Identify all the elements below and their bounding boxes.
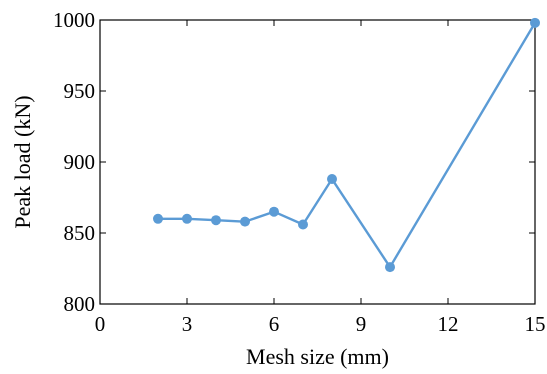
x-tick-label: 3 bbox=[182, 312, 193, 336]
x-tick-label: 12 bbox=[438, 312, 459, 336]
y-tick-labels: 800 850 900 950 1000 bbox=[53, 8, 95, 316]
y-tick-label: 800 bbox=[64, 292, 96, 316]
data-point bbox=[211, 215, 221, 226]
data-point bbox=[240, 216, 250, 227]
y-tick-label: 900 bbox=[64, 150, 96, 174]
tick-marks bbox=[99, 19, 536, 305]
data-point bbox=[298, 219, 308, 230]
x-tick-label: 6 bbox=[269, 312, 280, 336]
data-point bbox=[385, 262, 395, 273]
data-point bbox=[327, 174, 337, 185]
data-point bbox=[530, 17, 540, 28]
data-point bbox=[269, 206, 279, 217]
data-point bbox=[182, 213, 192, 224]
y-tick-label: 850 bbox=[64, 221, 96, 245]
x-tick-label: 0 bbox=[95, 312, 106, 336]
data-point bbox=[153, 213, 163, 224]
x-tick-label: 15 bbox=[525, 312, 546, 336]
plot-frame bbox=[99, 19, 536, 305]
series-line bbox=[158, 22, 537, 269]
x-tick-labels: 0 3 6 9 12 15 bbox=[95, 312, 546, 336]
y-tick-label: 950 bbox=[64, 79, 96, 103]
x-axis-title: Mesh size (mm) bbox=[246, 344, 389, 369]
y-tick-label: 1000 bbox=[53, 8, 95, 32]
series-group bbox=[153, 17, 540, 273]
y-axis-title: Peak load (kN) bbox=[10, 95, 35, 228]
x-tick-label: 9 bbox=[356, 312, 367, 336]
